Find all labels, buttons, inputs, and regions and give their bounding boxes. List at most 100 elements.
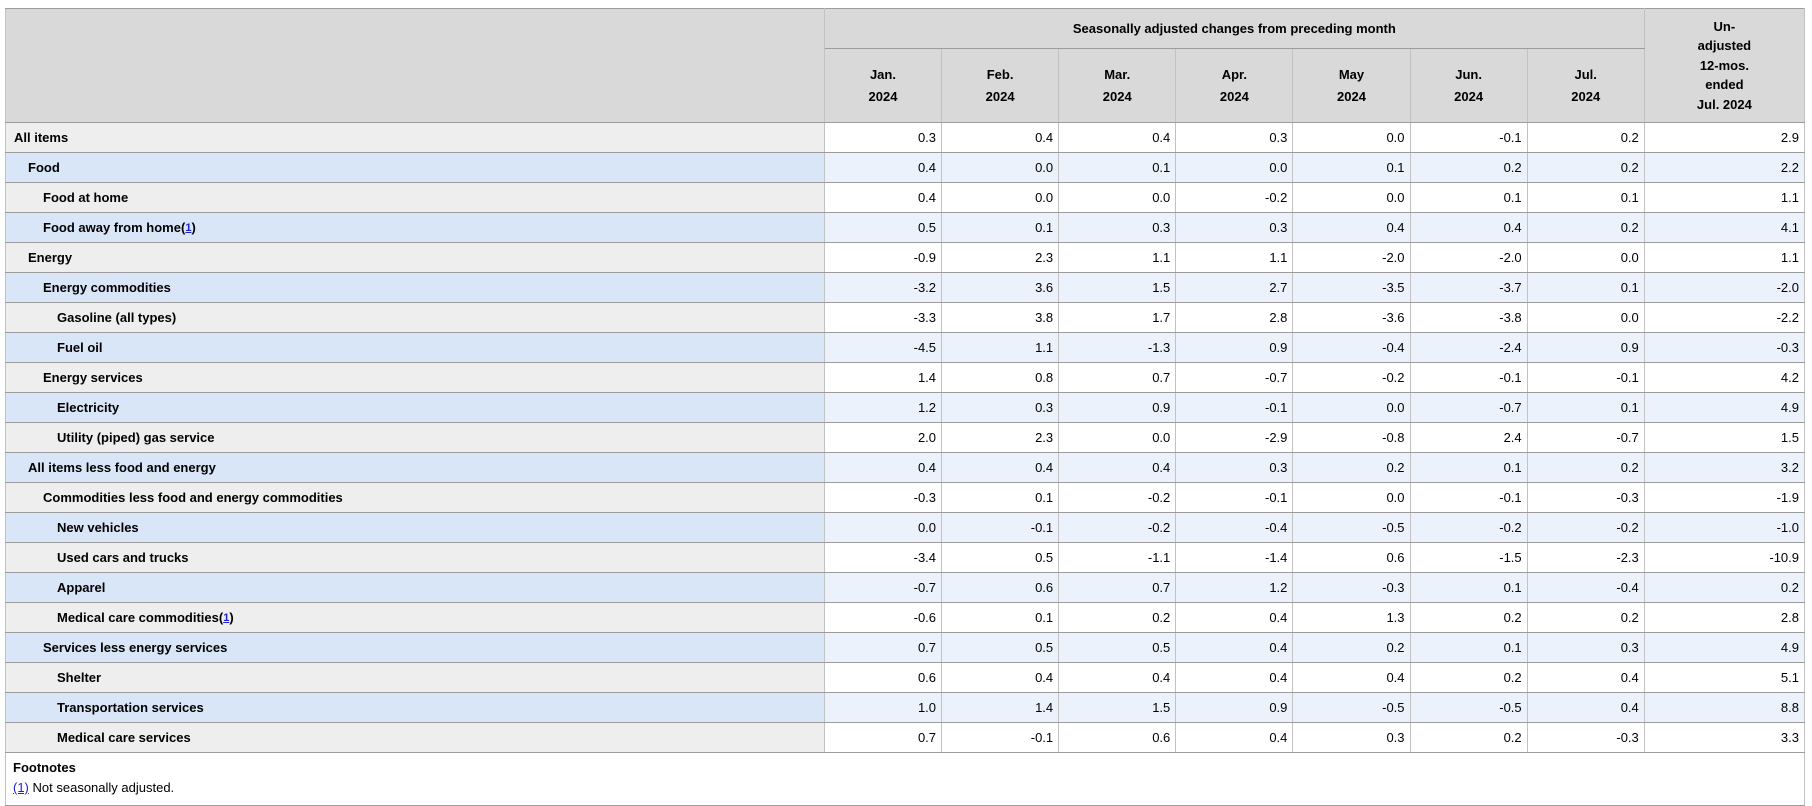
month-header-jul: Jul. 2024 bbox=[1526, 48, 1645, 123]
value-cell: -0.5 bbox=[1409, 692, 1528, 723]
row-label: Food bbox=[5, 152, 825, 183]
value-cell: 0.5 bbox=[1058, 632, 1177, 663]
value-cell: 4.1 bbox=[1643, 212, 1806, 243]
footnote-item: (1) Not seasonally adjusted. bbox=[13, 780, 1804, 795]
row-label: Fuel oil bbox=[5, 332, 825, 363]
row-label: Energy commodities bbox=[5, 272, 825, 303]
value-cell: -0.1 bbox=[1409, 482, 1528, 513]
value-cell: -2.0 bbox=[1643, 272, 1806, 303]
value-cell: 0.8 bbox=[941, 362, 1060, 393]
row-label: All items less food and energy bbox=[5, 452, 825, 483]
value-cell: -0.1 bbox=[941, 512, 1060, 543]
value-cell: -0.1 bbox=[1526, 362, 1645, 393]
table-body: All items 0.3 0.4 0.4 0.3 0.0 -0.1 0.2 2.9 Food 0.… bbox=[5, 122, 1806, 753]
value-cell: 0.4 bbox=[1175, 662, 1294, 693]
row-label: Energy services bbox=[5, 362, 825, 393]
value-cell: -3.2 bbox=[823, 272, 943, 303]
value-cell: 2.7 bbox=[1175, 272, 1294, 303]
value-cell: 0.4 bbox=[1409, 212, 1528, 243]
value-cell: 0.3 bbox=[1175, 212, 1294, 243]
value-cell: -0.1 bbox=[1175, 392, 1294, 423]
value-cell: 0.1 bbox=[1526, 182, 1645, 213]
value-cell: 0.0 bbox=[1292, 482, 1411, 513]
value-cell: -1.0 bbox=[1643, 512, 1806, 543]
value-cell: 0.1 bbox=[1526, 272, 1645, 303]
value-cell: 1.1 bbox=[941, 332, 1060, 363]
value-cell: 0.1 bbox=[941, 212, 1060, 243]
value-cell: 3.2 bbox=[1643, 452, 1806, 483]
value-cell: 0.2 bbox=[1058, 602, 1177, 633]
table-row: Energy -0.9 2.3 1.1 1.1 -2.0 -2.0 0.0 1.1 bbox=[5, 242, 1806, 273]
value-cell: 0.2 bbox=[1409, 722, 1528, 753]
value-cell: -0.7 bbox=[1175, 362, 1294, 393]
value-cell: -2.4 bbox=[1409, 332, 1528, 363]
value-cell: 1.3 bbox=[1292, 602, 1411, 633]
value-cell: 0.7 bbox=[1058, 572, 1177, 603]
row-label: Shelter bbox=[5, 662, 825, 693]
table-footer: Footnotes (1) Not seasonally adjusted. bbox=[5, 752, 1805, 806]
row-label: New vehicles bbox=[5, 512, 825, 543]
month-header-feb: Feb. 2024 bbox=[941, 48, 1060, 123]
value-cell: -2.2 bbox=[1643, 302, 1806, 333]
footnote-text: Not seasonally adjusted. bbox=[32, 780, 175, 795]
unadjusted-header-cell: Un-adjusted 12-mos. ended Jul. 2024 bbox=[1643, 8, 1806, 123]
value-cell: 0.2 bbox=[1526, 152, 1645, 183]
value-cell: -0.2 bbox=[1526, 512, 1645, 543]
value-cell: -0.2 bbox=[1058, 482, 1177, 513]
value-cell: -0.2 bbox=[1175, 182, 1294, 213]
value-cell: -0.2 bbox=[1292, 362, 1411, 393]
value-cell: -0.1 bbox=[1409, 362, 1528, 393]
value-cell: 0.2 bbox=[1526, 452, 1645, 483]
value-cell: -2.3 bbox=[1526, 542, 1645, 573]
row-label: Gasoline (all types) bbox=[5, 302, 825, 333]
value-cell: -2.9 bbox=[1175, 422, 1294, 453]
table-row: Food away from home(1) 0.5 0.1 0.3 0.3 0.4 0.4… bbox=[5, 212, 1806, 243]
value-cell: 0.4 bbox=[1175, 602, 1294, 633]
value-cell: 0.4 bbox=[1292, 662, 1411, 693]
value-cell: -3.5 bbox=[1292, 272, 1411, 303]
row-label: Commodities less food and energy commodi… bbox=[5, 482, 825, 513]
value-cell: -4.5 bbox=[823, 332, 943, 363]
row-label: Services less energy services bbox=[5, 632, 825, 663]
corner-header-cell bbox=[5, 8, 825, 123]
value-cell: -0.2 bbox=[1409, 512, 1528, 543]
table-row: All items 0.3 0.4 0.4 0.3 0.0 -0.1 0.2 2.9 bbox=[5, 122, 1806, 153]
value-cell: -3.8 bbox=[1409, 302, 1528, 333]
value-cell: 2.9 bbox=[1643, 122, 1806, 153]
footnote-marker-link[interactable]: (1) bbox=[13, 780, 29, 795]
value-cell: -0.8 bbox=[1292, 422, 1411, 453]
value-cell: 0.1 bbox=[1292, 152, 1411, 183]
value-cell: -0.3 bbox=[823, 482, 943, 513]
value-cell: 0.0 bbox=[1058, 422, 1177, 453]
value-cell: 0.0 bbox=[941, 152, 1060, 183]
value-cell: 0.1 bbox=[1058, 152, 1177, 183]
value-cell: 0.0 bbox=[1058, 182, 1177, 213]
table-head: Seasonally adjusted changes from precedi… bbox=[5, 7, 1806, 123]
value-cell: 1.2 bbox=[823, 392, 943, 423]
footnote-ref-link[interactable]: 1 bbox=[223, 612, 230, 624]
value-cell: -1.1 bbox=[1058, 542, 1177, 573]
value-cell: 2.4 bbox=[1409, 422, 1528, 453]
value-cell: 0.0 bbox=[1292, 392, 1411, 423]
value-cell: 0.4 bbox=[823, 152, 943, 183]
footnote-ref-link[interactable]: 1 bbox=[185, 222, 192, 234]
value-cell: 0.4 bbox=[1058, 122, 1177, 153]
value-cell: 1.1 bbox=[1643, 242, 1806, 273]
month-header-jan: Jan. 2024 bbox=[823, 48, 943, 123]
value-cell: 0.4 bbox=[941, 662, 1060, 693]
value-cell: 0.4 bbox=[1175, 632, 1294, 663]
row-label: Medical care commodities(1) bbox=[5, 602, 825, 633]
value-cell: 0.4 bbox=[1058, 662, 1177, 693]
value-cell: 0.1 bbox=[1409, 572, 1528, 603]
value-cell: 0.3 bbox=[1058, 212, 1177, 243]
value-cell: 0.4 bbox=[823, 452, 943, 483]
value-cell: 0.6 bbox=[823, 662, 943, 693]
value-cell: -0.1 bbox=[1409, 122, 1528, 153]
value-cell: 3.3 bbox=[1643, 722, 1806, 753]
value-cell: 0.7 bbox=[823, 632, 943, 663]
table-row: Transportation services 1.0 1.4 1.5 0.9 -0.5-… bbox=[5, 692, 1806, 723]
value-cell: 0.1 bbox=[1409, 632, 1528, 663]
row-label: Utility (piped) gas service bbox=[5, 422, 825, 453]
value-cell: 0.4 bbox=[1058, 452, 1177, 483]
value-cell: -0.3 bbox=[1526, 722, 1645, 753]
